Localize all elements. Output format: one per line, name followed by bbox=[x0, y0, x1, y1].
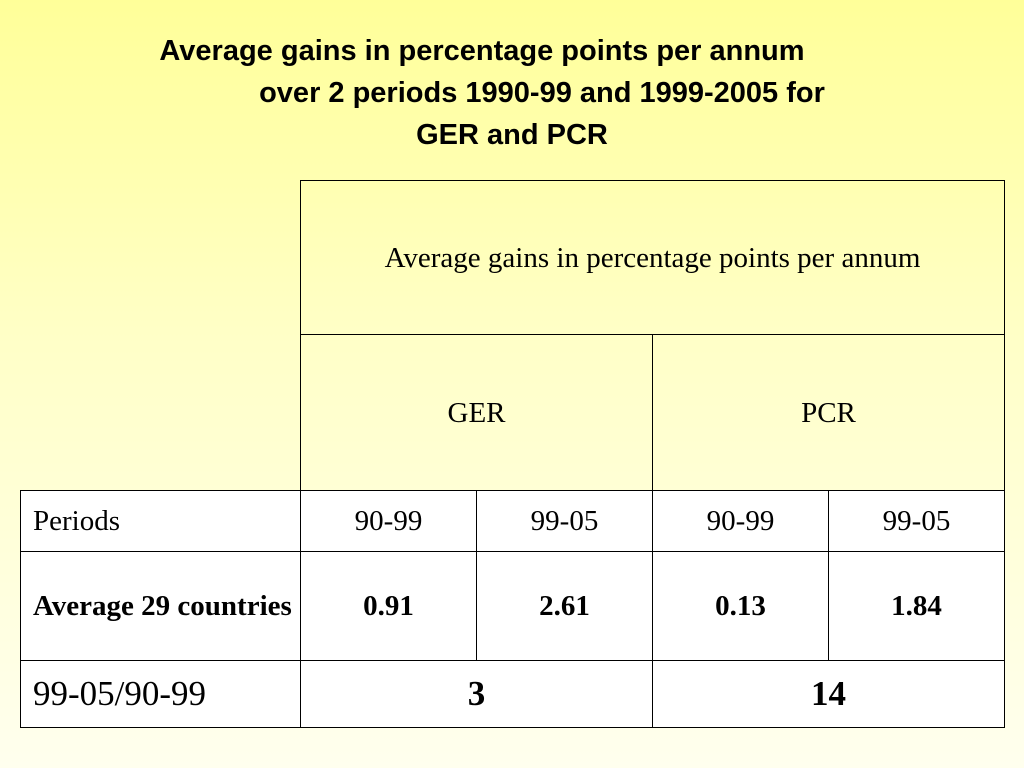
period-pcr-99-05: 99-05 bbox=[828, 490, 1005, 552]
column-group-pcr: PCR bbox=[652, 334, 1005, 491]
period-ger-99-05: 99-05 bbox=[476, 490, 653, 552]
title-line-2: over 2 periods 1990-99 and 1999-2005 for bbox=[259, 77, 825, 109]
average-pcr-99-05: 1.84 bbox=[828, 551, 1005, 661]
ratio-ger: 3 bbox=[300, 660, 653, 728]
period-pcr-90-99: 90-99 bbox=[652, 490, 829, 552]
title-line-3: GER and PCR bbox=[416, 119, 608, 151]
average-ger-99-05: 2.61 bbox=[476, 551, 653, 661]
ratio-row-label: 99-05/90-99 bbox=[20, 660, 301, 728]
table-header-average-gains: Average gains in percentage points per a… bbox=[300, 180, 1005, 335]
column-group-ger: GER bbox=[300, 334, 653, 491]
average-pcr-90-99: 0.13 bbox=[652, 551, 829, 661]
ratio-pcr: 14 bbox=[652, 660, 1005, 728]
slide-title: Average gains in percentage points per a… bbox=[40, 30, 984, 156]
title-line-1: Average gains in percentage points per a… bbox=[159, 35, 805, 67]
average-row-label: Average 29 countries bbox=[20, 551, 301, 661]
periods-row-label: Periods bbox=[20, 490, 301, 552]
period-ger-90-99: 90-99 bbox=[300, 490, 477, 552]
average-ger-90-99: 0.91 bbox=[300, 551, 477, 661]
